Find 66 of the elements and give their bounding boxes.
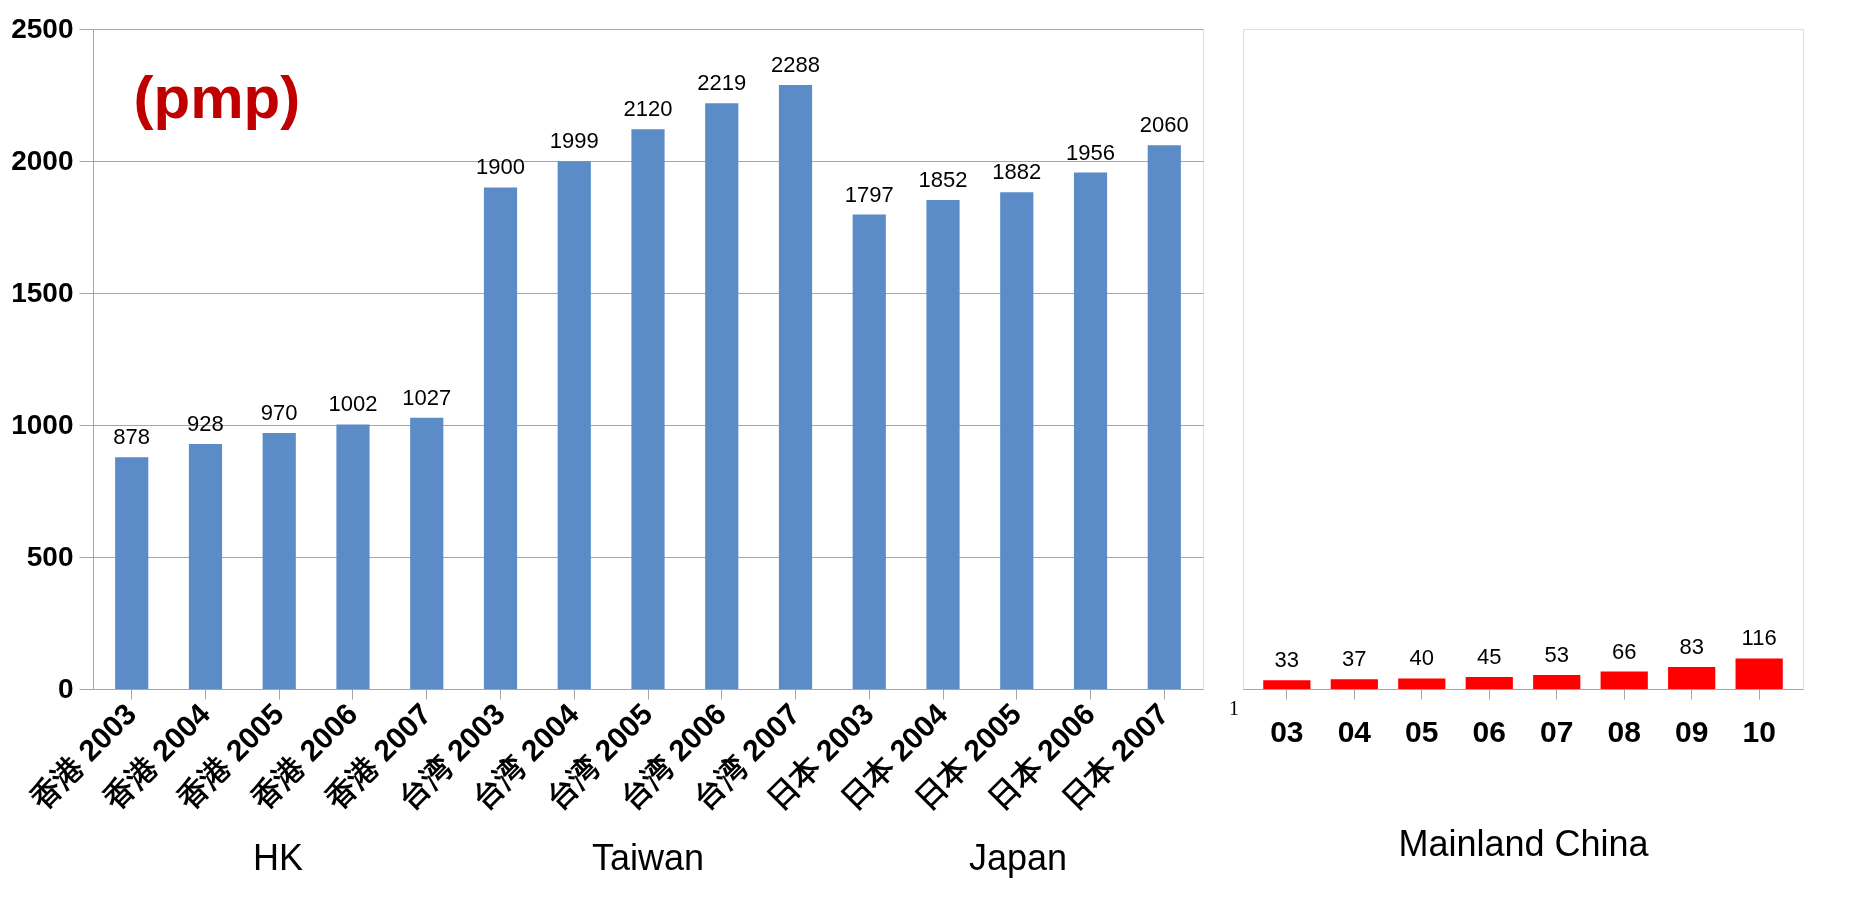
x-tick-label: 09 — [1674, 714, 1709, 748]
data-label: 1900 — [476, 154, 525, 180]
data-label: 66 — [1611, 638, 1637, 664]
data-label: 1852 — [918, 167, 968, 193]
x-tick-label: 03 — [1270, 714, 1304, 748]
x-tick-label: 05 — [1405, 714, 1439, 748]
y-tick-label: 2000 — [11, 144, 74, 176]
y-tick-label: 1000 — [11, 408, 74, 440]
data-label: 1027 — [402, 384, 452, 410]
x-tick-label: 04 — [1337, 714, 1372, 748]
bar — [631, 129, 665, 689]
bar — [1263, 680, 1311, 689]
bar — [1330, 679, 1378, 689]
data-label: 2060 — [1139, 112, 1189, 138]
data-label: 2219 — [697, 70, 747, 96]
data-label: 116 — [1741, 625, 1777, 651]
data-label: 1999 — [549, 128, 599, 154]
x-tick-label: 07 — [1540, 714, 1574, 748]
data-label: 83 — [1679, 634, 1704, 660]
bar — [188, 444, 223, 689]
data-label: 1882 — [992, 159, 1042, 185]
text: 1 — [1229, 697, 1239, 719]
text: HK — [252, 837, 304, 878]
data-label: 2288 — [771, 51, 820, 77]
bar — [852, 214, 886, 689]
bar — [1600, 671, 1648, 689]
x-tick-label: 08 — [1607, 714, 1641, 748]
data-label: 37 — [1342, 646, 1367, 672]
bar — [1147, 145, 1181, 689]
bar — [1073, 172, 1108, 689]
bar — [1000, 192, 1034, 689]
data-label: 878 — [113, 424, 151, 450]
text: Japan — [968, 837, 1068, 878]
data-label: 1956 — [1066, 139, 1115, 165]
bar — [1735, 658, 1783, 689]
x-axis-title: Mainland China — [1398, 822, 1650, 864]
bar — [410, 417, 444, 689]
data-label: 2120 — [623, 96, 673, 122]
bar — [115, 457, 149, 689]
bar — [705, 103, 739, 689]
data-label: 928 — [187, 411, 224, 437]
data-label: 40 — [1409, 645, 1435, 671]
y-tick-label: 1500 — [11, 276, 74, 308]
data-label: 1797 — [844, 181, 894, 207]
x-tick-label: 10 — [1742, 714, 1776, 748]
bar — [778, 84, 813, 689]
data-label: 33 — [1274, 647, 1300, 673]
data-label: 970 — [260, 399, 298, 425]
bar — [1465, 677, 1513, 689]
bar — [557, 161, 591, 689]
data-label: 45 — [1477, 644, 1502, 670]
bar — [926, 200, 960, 689]
y-tick-label: 0 — [57, 672, 74, 704]
y-tick-label: 2500 — [11, 12, 74, 44]
y-tick-label: 500 — [26, 540, 74, 572]
data-label: 1002 — [328, 391, 378, 417]
y-axis-title: (pmp) — [133, 63, 301, 131]
bar — [1398, 678, 1446, 689]
bar — [1668, 667, 1716, 689]
bar — [262, 432, 296, 689]
text: Taiwan — [591, 837, 705, 878]
x-tick-label: 06 — [1472, 714, 1506, 748]
bar — [336, 424, 370, 689]
bar — [483, 187, 518, 689]
data-label: 53 — [1544, 642, 1569, 668]
bar — [1533, 675, 1581, 689]
